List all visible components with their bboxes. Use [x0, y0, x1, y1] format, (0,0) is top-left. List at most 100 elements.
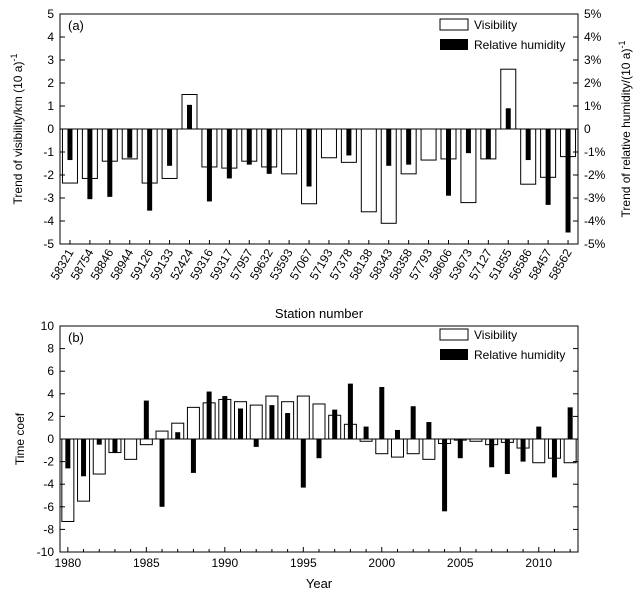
- y-tick-label: 4: [47, 30, 54, 44]
- relative-humidity-bar: [306, 129, 312, 187]
- y2-tick-label: 4%: [584, 30, 602, 44]
- relative-humidity-bar: [206, 391, 212, 439]
- legend-label-visibility: Visibility: [474, 328, 517, 342]
- legend-swatch-visibility: [439, 18, 469, 31]
- relative-humidity-bar: [96, 439, 102, 445]
- relative-humidity-bar: [332, 409, 338, 439]
- y-tick-label: -4: [43, 214, 54, 228]
- visibility-bar: [281, 128, 298, 175]
- relative-humidity-bar: [107, 129, 113, 197]
- relative-humidity-bar: [206, 129, 212, 202]
- panel-a-label: (a): [68, 18, 84, 33]
- y-tick-label: -4: [43, 477, 54, 491]
- relative-humidity-bar: [112, 439, 118, 453]
- relative-humidity-bar: [536, 426, 542, 439]
- x-tick-label: 2010: [525, 556, 552, 570]
- relative-humidity-bar: [379, 387, 385, 439]
- relative-humidity-bar: [410, 406, 416, 439]
- panel-b-label: (b): [68, 330, 84, 345]
- relative-humidity-bar: [253, 439, 259, 447]
- x-tick-label: 1995: [290, 556, 317, 570]
- y2-tick-label: 0: [584, 122, 591, 136]
- visibility-bar: [420, 128, 437, 161]
- panel-a-y-axis-label: Trend of visibility/km (10 a)-1: [9, 54, 25, 205]
- panel-a-secondary-y-axis-label-exponent: -1: [617, 41, 627, 49]
- panel-a-legend: Visibility Relative humidity: [439, 18, 565, 52]
- visibility-bar: [390, 438, 404, 458]
- y2-tick-label: -2%: [584, 168, 606, 182]
- y-tick-label: -2: [43, 168, 54, 182]
- relative-humidity-bar: [187, 104, 192, 129]
- visibility-bar: [563, 438, 577, 464]
- relative-humidity-bar: [426, 422, 432, 439]
- relative-humidity-bar: [457, 439, 463, 459]
- legend-swatch-relative-humidity: [440, 349, 468, 360]
- panel-a-x-axis-label: Station number: [275, 306, 364, 321]
- relative-humidity-bar: [394, 429, 400, 439]
- legend-swatch-visibility: [439, 328, 469, 341]
- visibility-bar: [532, 438, 546, 464]
- panel-b-x-axis-label: Year: [306, 576, 333, 591]
- y2-tick-label: -1%: [584, 145, 606, 159]
- y-tick-label: 8: [47, 342, 54, 356]
- relative-humidity-bar: [525, 129, 531, 161]
- visibility-bar: [360, 128, 377, 213]
- relative-humidity-bar: [386, 129, 392, 166]
- y-tick-label: 5: [47, 7, 54, 21]
- relative-humidity-bar: [485, 129, 491, 159]
- panel-a-secondary-y-axis-label-text: Trend of relative humidity/(10 a): [619, 49, 633, 218]
- y-tick-label: -6: [43, 500, 54, 514]
- relative-humidity-bar: [545, 129, 551, 205]
- relative-humidity-bar: [222, 396, 228, 439]
- relative-humidity-bar: [442, 439, 448, 512]
- relative-humidity-bar: [175, 432, 181, 439]
- y2-tick-label: -4%: [584, 214, 606, 228]
- relative-humidity-bar: [406, 129, 412, 165]
- panel-a-secondary-y-axis-label: Trend of relative humidity/(10 a)-1: [617, 41, 633, 218]
- y-tick-label: -5: [43, 237, 54, 251]
- relative-humidity-bar: [147, 129, 153, 211]
- visibility-bar: [249, 404, 263, 440]
- visibility-bar: [186, 406, 200, 440]
- relative-humidity-bar: [567, 407, 573, 439]
- legend-swatch-relative-humidity: [440, 39, 468, 50]
- visibility-bar: [296, 395, 310, 440]
- relative-humidity-bar: [65, 439, 71, 469]
- visibility-bar: [155, 430, 169, 440]
- y2-tick-label: 5%: [584, 7, 602, 21]
- y2-tick-label: -3%: [584, 191, 606, 205]
- relative-humidity-bar: [363, 426, 369, 439]
- relative-humidity-bar: [87, 129, 93, 200]
- y-tick-label: 4: [47, 387, 54, 401]
- x-tick-label: 2000: [368, 556, 395, 570]
- legend-label-relative-humidity: Relative humidity: [474, 38, 565, 52]
- panel-b-y-axis-label: Time coef: [13, 412, 27, 465]
- y2-tick-label: 1%: [584, 99, 602, 113]
- y-tick-label: 2: [47, 409, 54, 423]
- relative-humidity-bar: [143, 400, 149, 439]
- relative-humidity-bar: [505, 108, 511, 129]
- y-tick-label: 2: [47, 76, 54, 90]
- visibility-bar: [124, 438, 138, 460]
- relative-humidity-bar: [67, 129, 73, 161]
- relative-humidity-bar: [520, 439, 526, 462]
- y-tick-label: -10: [37, 545, 55, 559]
- y-tick-label: -3: [43, 191, 54, 205]
- panel-a-chart: 5 5% 4 4% 3 3% 2 2% 1 1% 0 0 -1 -1% -2 -2% -3 -3% -4 -4% -5 -…: [9, 7, 633, 321]
- y-tick-label: 1: [47, 99, 54, 113]
- relative-humidity-bar: [465, 129, 471, 154]
- x-tick-label: 1980: [54, 556, 81, 570]
- relative-humidity-bar: [347, 383, 353, 439]
- relative-humidity-bar: [316, 439, 322, 459]
- y-tick-label: 0: [47, 432, 54, 446]
- y2-tick-label: -5%: [584, 237, 606, 251]
- y-tick-label: 6: [47, 364, 54, 378]
- y2-tick-label: 2%: [584, 76, 602, 90]
- visibility-bar: [375, 438, 389, 455]
- relative-humidity-bar: [346, 129, 352, 156]
- panel-b-bars: [61, 383, 577, 522]
- visibility-bar: [312, 403, 326, 440]
- panel-a-y-axis-label-text: Trend of visibility/km (10 a): [11, 62, 25, 205]
